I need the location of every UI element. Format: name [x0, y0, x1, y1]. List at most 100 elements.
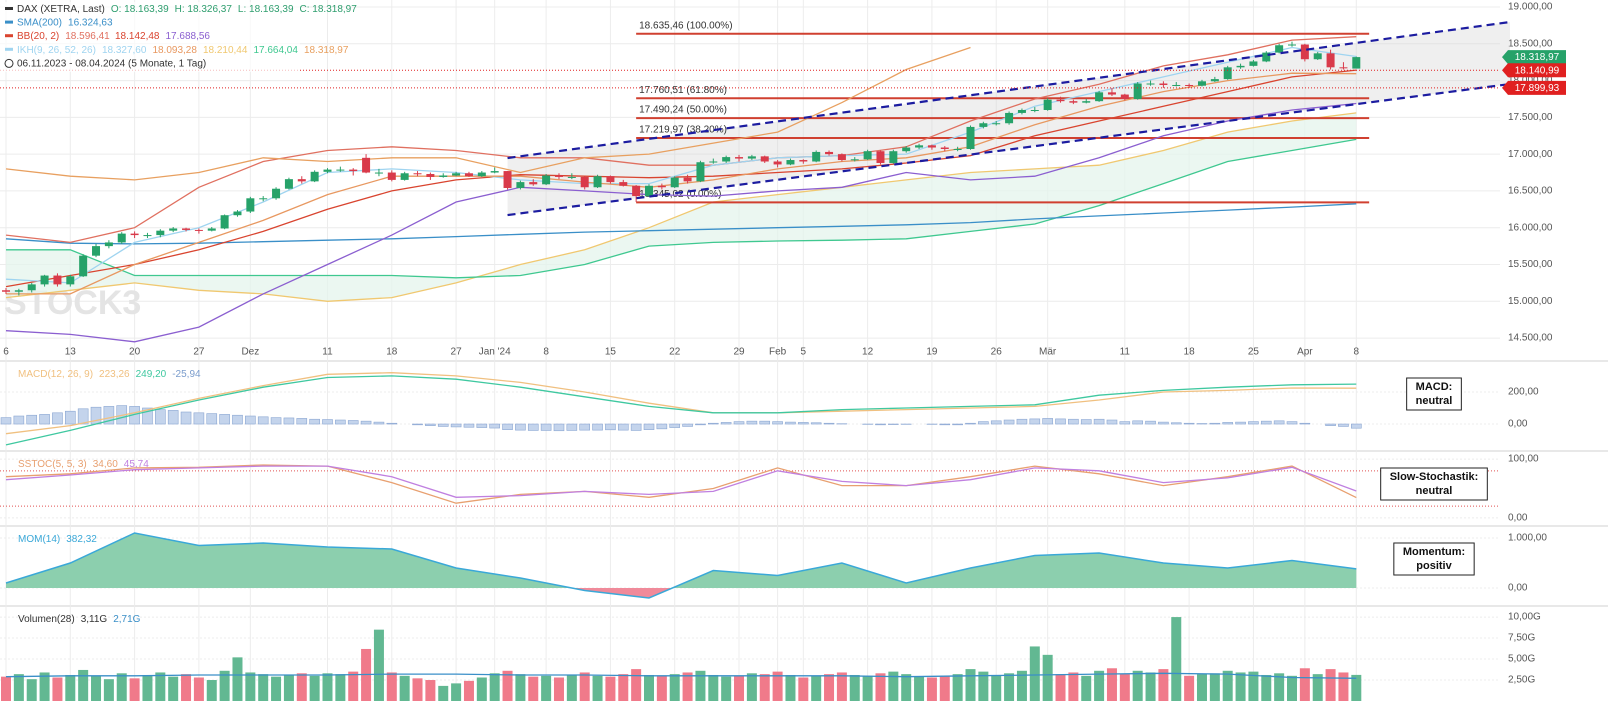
bar — [669, 674, 680, 701]
bar — [502, 423, 513, 430]
bar — [13, 674, 24, 701]
signal-box-text: neutral — [1416, 395, 1453, 407]
candle-body — [323, 169, 332, 172]
bar — [656, 423, 668, 430]
bar — [746, 420, 758, 425]
bar — [733, 421, 745, 425]
bar — [65, 674, 76, 701]
bar — [77, 408, 89, 425]
bar — [1338, 672, 1349, 701]
bar — [798, 422, 809, 425]
candle-body — [593, 176, 602, 188]
bar — [193, 412, 205, 425]
candle-body — [722, 157, 731, 162]
x-tick-label: 18 — [1184, 347, 1196, 358]
bar — [129, 678, 140, 701]
bar — [810, 422, 822, 425]
bar — [1106, 668, 1117, 701]
legend-item: 3,11G — [81, 614, 108, 625]
legend: Volumen(28) 3,11G 2,71G — [18, 614, 141, 625]
legend-item: -25,94 — [172, 369, 201, 380]
signal-box: MACD: neutral — [1406, 377, 1462, 411]
bar — [26, 679, 37, 701]
y-tick-label: 16.500,00 — [1508, 186, 1553, 197]
legend: DAX (XETRA, Last) O: 18.163,39 H: 18.326,3… — [17, 4, 357, 15]
legend-item: C: 18.318,97 — [300, 4, 358, 15]
y-tick-label: 15.000,00 — [1508, 296, 1553, 307]
price-tag — [1502, 50, 1566, 65]
signal-box-text: neutral — [1416, 485, 1453, 497]
bar — [271, 676, 282, 701]
bar — [939, 675, 950, 701]
candle-body — [1288, 44, 1296, 46]
price-tag-label: 17.899,93 — [1515, 83, 1560, 94]
bar — [168, 676, 179, 701]
candle-body — [606, 176, 615, 183]
y-tick-label: 17.500,00 — [1508, 112, 1553, 123]
legend-item: 249,20 — [136, 369, 167, 380]
candle-body — [1005, 112, 1014, 124]
legend-item: SSTOC(5, 5, 3) — [18, 459, 87, 470]
bar — [1119, 421, 1131, 425]
bar — [1287, 675, 1297, 701]
bar — [952, 423, 963, 426]
bar — [901, 674, 912, 701]
candle-body — [645, 185, 653, 197]
bar — [296, 673, 307, 701]
bar — [772, 671, 783, 701]
bar — [502, 670, 513, 701]
bar — [630, 423, 642, 431]
candle-body — [542, 175, 551, 185]
x-tick-label: Feb — [769, 347, 787, 358]
bar — [1132, 420, 1143, 425]
bar — [257, 416, 269, 425]
bar — [65, 410, 76, 425]
bar — [515, 423, 526, 431]
bar — [926, 677, 937, 701]
bar — [682, 423, 693, 427]
y-tick-label: 200,00 — [1508, 387, 1539, 398]
signal-box: Slow-Stochastik: neutral — [1380, 467, 1488, 501]
y-tick-label: 7,50G — [1508, 633, 1535, 644]
indicator-line — [5, 672, 1357, 679]
candle-body — [194, 229, 203, 231]
bar — [296, 418, 308, 425]
y-tick-label: 19.000,00 — [1508, 2, 1553, 13]
candle-body — [979, 123, 988, 127]
bar — [1016, 670, 1027, 701]
bar — [643, 423, 655, 430]
candle-body — [812, 151, 821, 162]
candle-body — [14, 290, 23, 292]
legend-item: 18.093,28 — [152, 44, 197, 55]
candle-body — [915, 145, 924, 148]
y-tick-label: 18.000,00 — [1508, 75, 1553, 86]
candle-body — [1120, 94, 1129, 99]
legend-item: 17.664,04 — [253, 44, 298, 55]
candle-body — [799, 160, 808, 162]
candle-body — [683, 177, 692, 182]
y-tick-label: 100,00 — [1508, 454, 1539, 465]
bar — [991, 674, 1002, 701]
bar — [322, 419, 333, 425]
x-tick-label: Mär — [1039, 347, 1057, 358]
bar — [978, 671, 989, 701]
candle-body — [786, 160, 795, 165]
candle-body — [259, 198, 268, 200]
bar — [103, 679, 114, 701]
bar — [553, 677, 564, 701]
signal-box: Momentum: positiv — [1393, 542, 1475, 576]
bar — [1235, 421, 1246, 425]
bar — [26, 414, 38, 425]
bar — [965, 669, 976, 701]
legend-item: BB(20, 2) — [17, 31, 59, 42]
indicator-line — [5, 69, 1357, 288]
x-tick-label: 20 — [129, 347, 141, 358]
bar — [1068, 672, 1079, 701]
bar — [258, 674, 269, 701]
x-tick-label: 12 — [862, 347, 874, 358]
price-tag — [1502, 80, 1566, 95]
candle-body — [889, 151, 898, 163]
bar — [399, 675, 410, 701]
candle-body — [503, 171, 512, 188]
candle-body — [902, 147, 911, 152]
